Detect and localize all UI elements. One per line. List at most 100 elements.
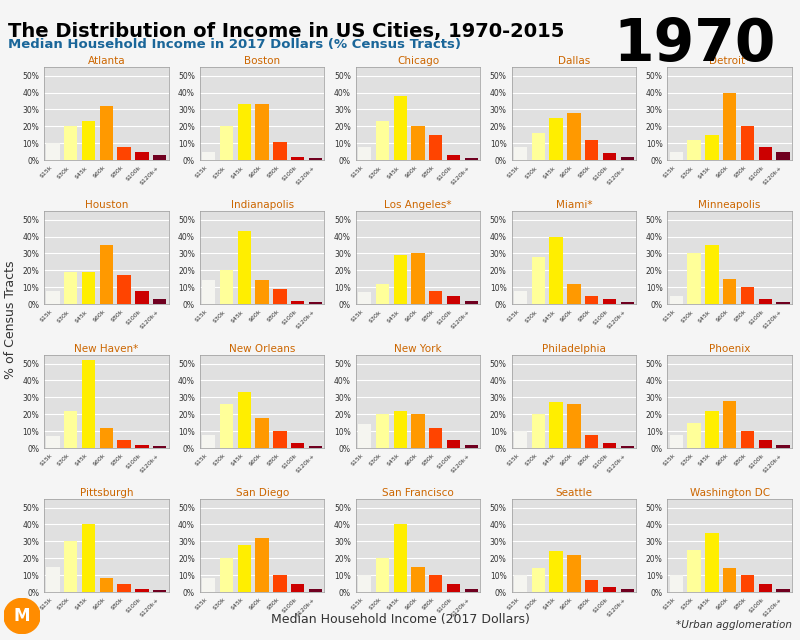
Text: *Urban agglomeration: *Urban agglomeration (676, 620, 792, 630)
Bar (741, 287, 754, 304)
Title: New York: New York (394, 344, 442, 355)
Title: San Diego: San Diego (235, 488, 289, 499)
Text: Median Household Income in 2017 Dollars (% Census Tracts): Median Household Income in 2017 Dollars … (8, 38, 461, 51)
Bar (358, 147, 371, 160)
Bar (291, 443, 305, 448)
Bar (135, 291, 149, 304)
Bar (153, 155, 166, 160)
Bar (758, 440, 772, 448)
Bar (514, 431, 527, 448)
Bar (585, 296, 598, 304)
Bar (514, 291, 527, 304)
Bar (705, 135, 718, 160)
Bar (64, 126, 78, 160)
Bar (447, 296, 460, 304)
Bar (394, 524, 407, 592)
Bar (777, 152, 790, 160)
Bar (135, 589, 149, 592)
Bar (118, 440, 131, 448)
Bar (358, 424, 371, 448)
Title: Phoenix: Phoenix (709, 344, 750, 355)
Bar (531, 568, 545, 592)
Bar (238, 392, 251, 448)
Bar (777, 589, 790, 592)
Bar (118, 147, 131, 160)
Bar (670, 435, 683, 448)
Bar (550, 403, 562, 448)
Text: % of Census Tracts: % of Census Tracts (4, 260, 17, 380)
Bar (687, 253, 701, 304)
Bar (687, 550, 701, 592)
Bar (220, 558, 234, 592)
Bar (777, 302, 790, 304)
Bar (567, 555, 581, 592)
Title: San Francisco: San Francisco (382, 488, 454, 499)
Bar (411, 414, 425, 448)
Bar (82, 272, 95, 304)
Bar (602, 154, 616, 160)
Bar (153, 590, 166, 592)
Title: Indianapolis: Indianapolis (230, 200, 294, 211)
Title: New Orleans: New Orleans (229, 344, 295, 355)
Bar (82, 524, 95, 592)
Title: Washington DC: Washington DC (690, 488, 770, 499)
Bar (670, 296, 683, 304)
Bar (309, 589, 322, 592)
Title: Miami*: Miami* (555, 200, 592, 211)
Bar (394, 255, 407, 304)
Title: Boston: Boston (244, 56, 280, 67)
Bar (274, 141, 286, 160)
Title: Minneapolis: Minneapolis (698, 200, 761, 211)
Bar (376, 558, 389, 592)
Bar (723, 279, 736, 304)
Bar (705, 245, 718, 304)
Bar (723, 93, 736, 160)
Bar (64, 272, 78, 304)
Bar (550, 118, 562, 160)
Bar (64, 541, 78, 592)
Bar (46, 291, 59, 304)
Bar (202, 280, 215, 304)
Circle shape (4, 598, 40, 634)
Bar (100, 579, 113, 592)
Bar (741, 431, 754, 448)
Bar (514, 575, 527, 592)
Bar (741, 126, 754, 160)
Bar (376, 284, 389, 304)
Bar (153, 446, 166, 448)
Bar (465, 158, 478, 160)
Bar (705, 411, 718, 448)
Bar (238, 232, 251, 304)
Bar (723, 568, 736, 592)
Bar (255, 538, 269, 592)
Title: Atlanta: Atlanta (87, 56, 125, 67)
Title: Detroit*: Detroit* (709, 56, 750, 67)
Title: Pittsburgh: Pittsburgh (79, 488, 133, 499)
Title: Seattle: Seattle (555, 488, 592, 499)
Bar (135, 152, 149, 160)
Bar (238, 104, 251, 160)
Bar (514, 147, 527, 160)
Bar (777, 445, 790, 448)
Bar (758, 147, 772, 160)
Bar (429, 575, 442, 592)
Bar (465, 589, 478, 592)
Bar (411, 253, 425, 304)
Bar (153, 299, 166, 304)
Text: The Distribution of Income in US Cities, 1970-2015: The Distribution of Income in US Cities,… (8, 22, 564, 42)
Bar (255, 104, 269, 160)
Bar (465, 301, 478, 304)
Bar (376, 121, 389, 160)
Text: 1970: 1970 (614, 16, 776, 73)
Bar (585, 435, 598, 448)
Bar (100, 245, 113, 304)
Bar (46, 143, 59, 160)
Bar (358, 575, 371, 592)
Bar (202, 435, 215, 448)
Bar (220, 270, 234, 304)
Bar (309, 446, 322, 448)
Bar (687, 422, 701, 448)
Bar (758, 584, 772, 592)
Title: New Haven*: New Haven* (74, 344, 138, 355)
Bar (82, 360, 95, 448)
